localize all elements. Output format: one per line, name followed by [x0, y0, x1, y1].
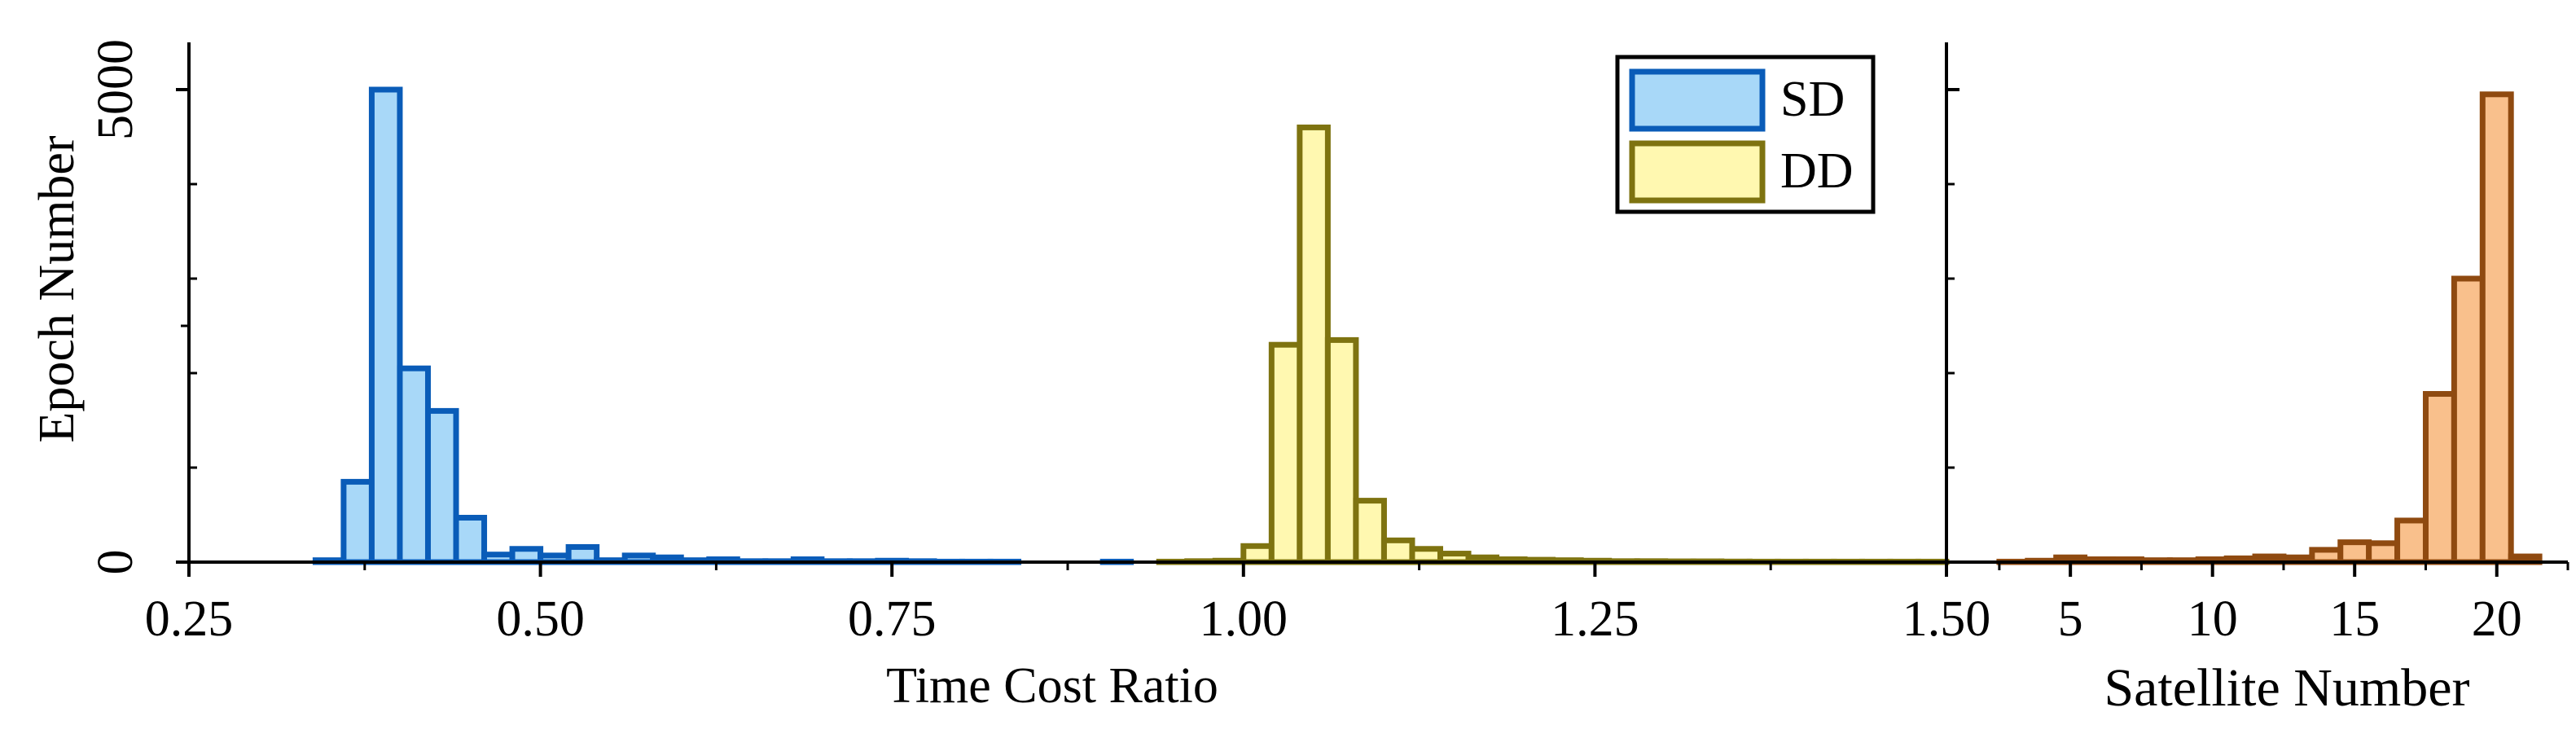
histogram-bar-dd-5	[1297, 124, 1331, 565]
histogram-bar-sd-11	[565, 543, 600, 565]
histogram-bar-sd-4	[368, 86, 403, 565]
right-x-tick-label: 5	[2058, 591, 2083, 647]
histogram-bar-sd-7	[453, 514, 488, 565]
right-x-tick-label: 15	[2329, 591, 2380, 647]
satellite-number-histogram: 5 10 15 20 Satellite Number	[1946, 88, 2569, 718]
left-axes	[176, 42, 1948, 577]
right-histogram-bars	[1996, 91, 2543, 565]
legend-label-dd: DD	[1780, 143, 1854, 199]
histogram-bar-satellite-13	[2366, 540, 2401, 565]
histogram-bar-dd-3	[1240, 543, 1275, 565]
histogram-bar-sd-5	[397, 365, 431, 565]
legend: SD DD	[1615, 55, 1876, 214]
histogram-bar-satellite-12	[2337, 539, 2372, 565]
histogram-bar-dd-9	[1409, 546, 1443, 565]
x-tick-label: 1.50	[1902, 591, 1991, 647]
x-axis-label-time-cost-ratio: Time Cost Ratio	[886, 658, 1218, 714]
left-tick-labels: 0.25 0.50 0.75 1.00 1.25 1.50 0 5000	[88, 39, 1990, 647]
histogram-bar-dd-8	[1380, 537, 1415, 565]
x-axis-label-satellite-number: Satellite Number	[2104, 658, 2469, 718]
legend-swatch-dd	[1629, 140, 1766, 204]
right-x-tick-label: 10	[2188, 591, 2238, 647]
x-tick-label: 0.25	[145, 591, 234, 647]
x-tick-label: 0.50	[496, 591, 585, 647]
time-cost-ratio-histogram: 0.25 0.50 0.75 1.00 1.25 1.50 0 5000 Time Cost …	[29, 39, 1990, 714]
histogram-bar-satellite-16	[2451, 275, 2486, 565]
histogram-bar-dd-7	[1353, 498, 1387, 565]
right-x-tick-label: 20	[2472, 591, 2522, 647]
x-tick-label: 1.00	[1200, 591, 1288, 647]
histogram-bar-dd-6	[1324, 336, 1359, 565]
legend-label-sd: SD	[1780, 72, 1845, 127]
x-tick-label: 1.25	[1551, 591, 1639, 647]
histogram-bar-satellite-15	[2422, 391, 2457, 565]
histogram-bar-dd-4	[1268, 341, 1303, 565]
histogram-bar-satellite-17	[2479, 91, 2514, 565]
y-tick-label: 5000	[88, 39, 143, 140]
histogram-bar-sd-9	[509, 546, 544, 565]
histogram-bar-satellite-11	[2309, 547, 2344, 565]
histogram-bar-satellite-14	[2394, 517, 2429, 565]
histogram-bar-sd-6	[424, 407, 459, 565]
legend-swatch-sd	[1629, 68, 1766, 132]
y-tick-label: 0	[88, 550, 143, 575]
right-tick-labels: 5 10 15 20	[2058, 591, 2522, 647]
histogram-bar-sd-3	[340, 478, 375, 565]
right-axes	[1946, 88, 2569, 577]
y-axis-label-epoch-number: Epoch Number	[29, 135, 85, 442]
x-tick-label: 0.75	[848, 591, 937, 647]
